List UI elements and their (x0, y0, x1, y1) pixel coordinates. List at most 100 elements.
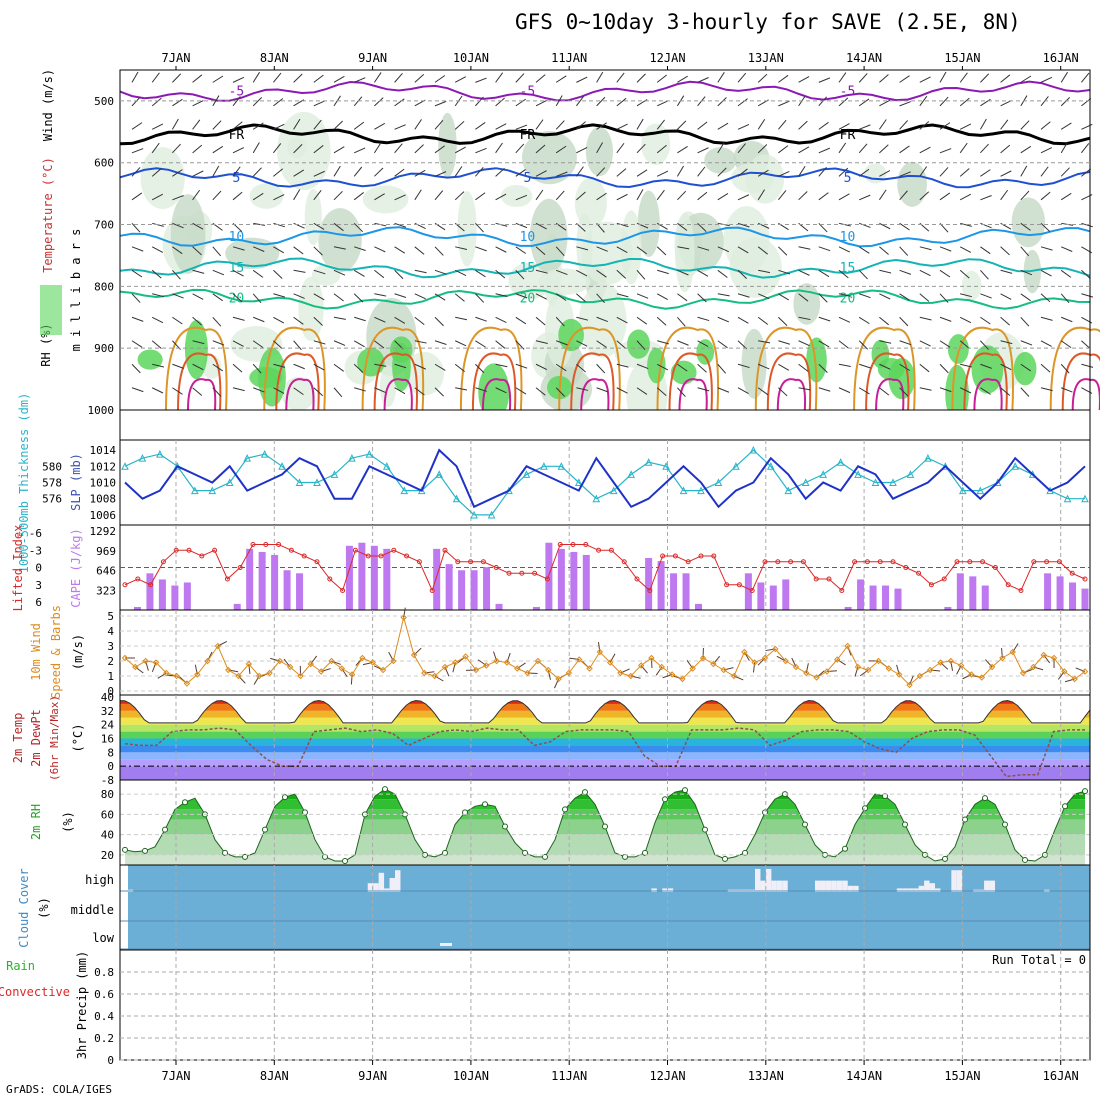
wind-barb (535, 74, 546, 83)
rh-panel: 20 40 60 80 2m RH (%) (29, 779, 1091, 866)
temp-color-band (120, 717, 1090, 725)
wind-barb (657, 340, 669, 345)
date-label-top: 15JAN (944, 51, 980, 65)
wind-speed-marker (524, 669, 531, 677)
wind-barb (939, 148, 952, 154)
wind-speed-marker (493, 657, 500, 665)
wind-barb (535, 269, 548, 274)
wind-speed-marker (317, 668, 325, 675)
wind-barb (131, 167, 141, 177)
wind-speed-marker (225, 666, 232, 674)
wind-barb (656, 100, 669, 107)
lifted-index-marker (506, 570, 512, 576)
wind-barb (535, 246, 546, 256)
wind-barb (192, 293, 204, 300)
wind-barb (131, 363, 141, 374)
wind-speed-marker (204, 657, 211, 665)
wind-barb (434, 171, 447, 177)
wind-barb (879, 246, 889, 255)
lifted-index-marker (980, 559, 986, 565)
wind-barb (333, 316, 346, 320)
isotherm-warm (570, 352, 615, 411)
lifted-index-marker (890, 559, 896, 565)
lifted-index-marker (288, 547, 294, 553)
isotherm-line (119, 123, 1091, 146)
wind-barb (555, 363, 567, 372)
wind-barb (879, 293, 891, 300)
wind-speed-marker (730, 672, 738, 680)
wind-barb (353, 147, 366, 154)
wind-speed-marker (854, 663, 862, 671)
wind-barb (293, 387, 304, 396)
wind-barb (313, 387, 324, 397)
wind-barb (859, 363, 871, 369)
cape-bar (158, 579, 166, 610)
rh-shading (574, 177, 607, 229)
rh-high-shading (647, 347, 666, 384)
wind-barb (818, 77, 831, 83)
wind-barb (939, 192, 951, 201)
wind-barb (919, 293, 930, 302)
thickness-marker (767, 462, 775, 470)
wind-barb (394, 246, 406, 254)
wind-barb (192, 144, 203, 154)
isotherm-label: 15 (520, 261, 536, 276)
rh-tick-label: 80 (101, 788, 114, 801)
rh-marker (802, 821, 808, 828)
wind-speed-marker (668, 671, 676, 678)
wind-barb (515, 143, 525, 154)
wind-barb (899, 316, 909, 327)
thickness-marker (156, 449, 164, 458)
cape-bar (483, 567, 491, 610)
isotherm-label: FR (520, 128, 536, 143)
wind-barb (959, 246, 972, 253)
temp-tick-label: 0 (107, 760, 114, 773)
wind-barb (232, 166, 241, 177)
rh-marker (702, 826, 708, 833)
thickness-marker (243, 454, 251, 462)
wind-speed-marker (441, 663, 449, 671)
wind-barb (354, 246, 366, 251)
wind-barb (677, 120, 687, 130)
wind-barb (656, 316, 667, 326)
wind-barb (656, 144, 667, 154)
wind-barb (515, 387, 527, 395)
precip-panel: 0 0.2 0.4 0.6 0.8 Run Total = 0 Total / Rain Co… (0, 949, 1091, 1067)
wind-barb (394, 72, 403, 83)
date-label-top: 13JAN (748, 51, 784, 65)
wind-barb (798, 246, 811, 250)
wind-barb (434, 75, 446, 83)
wind-barb (636, 118, 644, 130)
rh-shading (961, 270, 982, 301)
rh-axis-unit: (%) (61, 811, 75, 833)
wind-barb (172, 73, 182, 83)
wind-barb (192, 170, 204, 177)
wind-barb (717, 142, 725, 154)
wind-barb (192, 340, 205, 345)
wind-barb (959, 72, 968, 83)
wind-speed-marker (1061, 668, 1068, 675)
wind-barb (838, 363, 851, 368)
wind-barb (212, 316, 222, 327)
wind-barb (596, 142, 604, 154)
thickness-marker (540, 462, 548, 470)
wind-barb (374, 193, 385, 201)
wind-speed-marker (431, 672, 438, 680)
wind-barb (253, 316, 265, 323)
isotherm-warm (361, 326, 425, 411)
wind-barb (879, 363, 891, 370)
li-tick-label: -6 (29, 527, 42, 540)
wind-barb (778, 145, 789, 154)
precip-total-legend: Total / Rain (0, 959, 35, 973)
wind-barb (555, 316, 565, 327)
wind-barb (131, 269, 143, 278)
wind-barb (697, 363, 707, 373)
isotherm-warm (963, 352, 1008, 411)
lifted-index-marker (992, 565, 998, 570)
wind-barb (252, 122, 264, 130)
wind-barb (596, 363, 606, 374)
wind-speed-marker (555, 675, 562, 683)
wind-barb (1020, 316, 1030, 327)
wind-barb (636, 73, 646, 83)
rh-shading (318, 208, 362, 273)
